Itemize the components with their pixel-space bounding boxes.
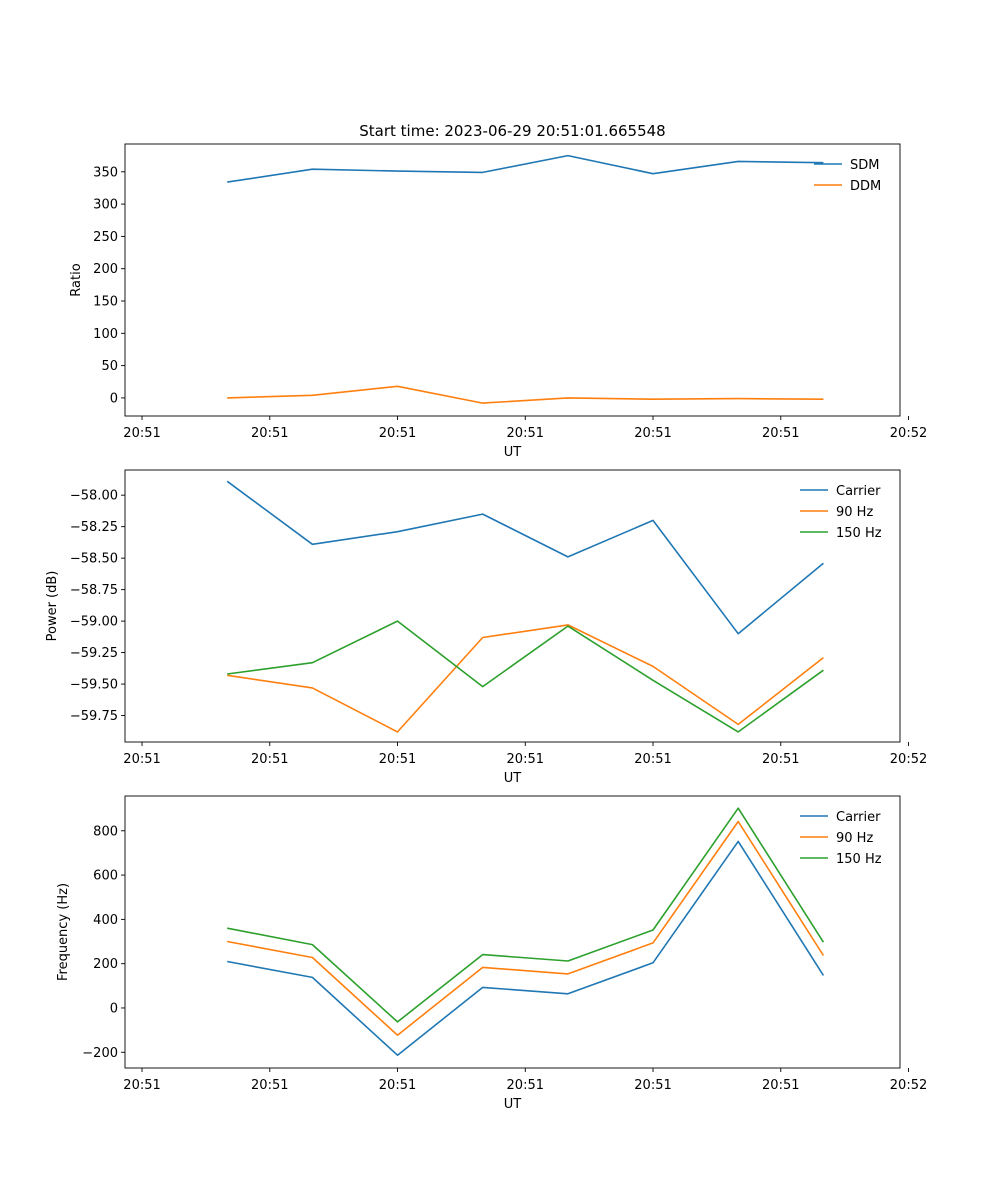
x-axis-label: UT: [504, 1097, 522, 1112]
x-axis-label: UT: [504, 445, 522, 460]
y-tick-label: 200: [93, 262, 118, 277]
x-tick-label: 20:51: [123, 752, 160, 767]
x-tick-label: 20:51: [379, 426, 416, 441]
series-line-150-hz: [227, 807, 825, 1023]
y-tick-label: 300: [93, 198, 118, 213]
series-line-90-hz: [227, 624, 824, 733]
y-tick-label: −58.75: [70, 583, 118, 598]
y-tick-label: 150: [93, 294, 118, 309]
axes-frame: [124, 143, 901, 417]
x-tick-label: 20:51: [634, 752, 671, 767]
axes-frame: [124, 469, 901, 743]
y-tick-label: −200: [82, 1046, 118, 1061]
x-tick-label: 20:51: [634, 1078, 671, 1093]
legend: Carrier 90 Hz 150 Hz: [800, 810, 882, 867]
legend-label: 90 Hz: [836, 505, 873, 520]
legend: Carrier 90 Hz 150 Hz: [800, 484, 882, 541]
y-axis-label: Ratio: [69, 263, 84, 296]
y-tick-label: −59.25: [70, 646, 118, 661]
series-line-150-hz: [227, 620, 824, 733]
x-tick-label: 20:51: [762, 752, 799, 767]
legend-label: Carrier: [836, 810, 881, 825]
axes-frame: [124, 795, 901, 1069]
x-tick-label: 20:52: [890, 752, 927, 767]
y-tick-label: −59.50: [70, 678, 118, 693]
y-tick-label: 50: [101, 359, 118, 374]
x-tick-label: 20:51: [507, 1078, 544, 1093]
x-axis-label: UT: [504, 771, 522, 786]
y-axis-label: Frequency (Hz): [56, 883, 71, 981]
chart-title: Start time: 2023-06-29 20:51:01.665548: [359, 122, 665, 140]
x-tick-label: 20:51: [762, 426, 799, 441]
y-tick-label: 100: [93, 327, 118, 342]
subplots: 20:51 20:51 20:51 20:51 20:51 20:51 20:52 0 50 10…: [45, 143, 927, 1112]
y-tick-label: −58.25: [70, 520, 118, 535]
legend-label: SDM: [850, 158, 879, 173]
y-tick-label: 200: [93, 957, 118, 972]
series-line-carrier: [227, 840, 825, 1056]
legend-label: 150 Hz: [836, 852, 882, 867]
y-tick-label: −58.00: [70, 489, 118, 504]
legend: SDM DDM: [814, 158, 881, 194]
x-tick-label: 20:51: [507, 426, 544, 441]
x-tick-label: 20:52: [890, 1078, 927, 1093]
x-tick-label: 20:51: [251, 752, 288, 767]
series-line-ddm: [227, 385, 824, 404]
series-line-sdm: [227, 154, 824, 183]
y-tick-label: 250: [93, 230, 118, 245]
series-line-90-hz: [227, 820, 825, 1036]
legend-label: 150 Hz: [836, 526, 882, 541]
x-tick-label: 20:51: [379, 1078, 416, 1093]
y-axis-label: Power (dB): [45, 571, 60, 642]
y-tick-label: −59.75: [70, 709, 118, 724]
x-tick-label: 20:51: [379, 752, 416, 767]
x-tick-label: 20:51: [634, 426, 671, 441]
legend-label: DDM: [850, 179, 881, 194]
x-tick-label: 20:51: [251, 426, 288, 441]
series-line-carrier: [226, 480, 824, 635]
y-tick-label: 0: [110, 391, 118, 406]
y-tick-label: 600: [93, 869, 118, 884]
y-tick-label: 400: [93, 913, 118, 928]
x-tick-label: 20:51: [251, 1078, 288, 1093]
y-tick-label: 350: [93, 165, 118, 180]
subplot-1: 20:51 20:51 20:51 20:51 20:51 20:51 20:52 0 50 10…: [69, 143, 927, 460]
x-tick-label: 20:51: [123, 1078, 160, 1093]
x-tick-label: 20:51: [507, 752, 544, 767]
subplot-3: 20:51 20:51 20:51 20:51 20:51 20:51 20:52 −200 0…: [56, 795, 927, 1112]
x-tick-label: 20:52: [890, 426, 927, 441]
y-tick-label: −59.00: [70, 615, 118, 630]
subplot-2: 20:51 20:51 20:51 20:51 20:51 20:51 20:52 −58.0…: [45, 469, 927, 786]
x-tick-label: 20:51: [123, 426, 160, 441]
legend-label: Carrier: [836, 484, 881, 499]
legend-label: 90 Hz: [836, 831, 873, 846]
y-tick-label: 800: [93, 824, 118, 839]
x-tick-label: 20:51: [762, 1078, 799, 1093]
y-tick-label: −58.50: [70, 552, 118, 567]
y-tick-label: 0: [110, 1001, 118, 1016]
